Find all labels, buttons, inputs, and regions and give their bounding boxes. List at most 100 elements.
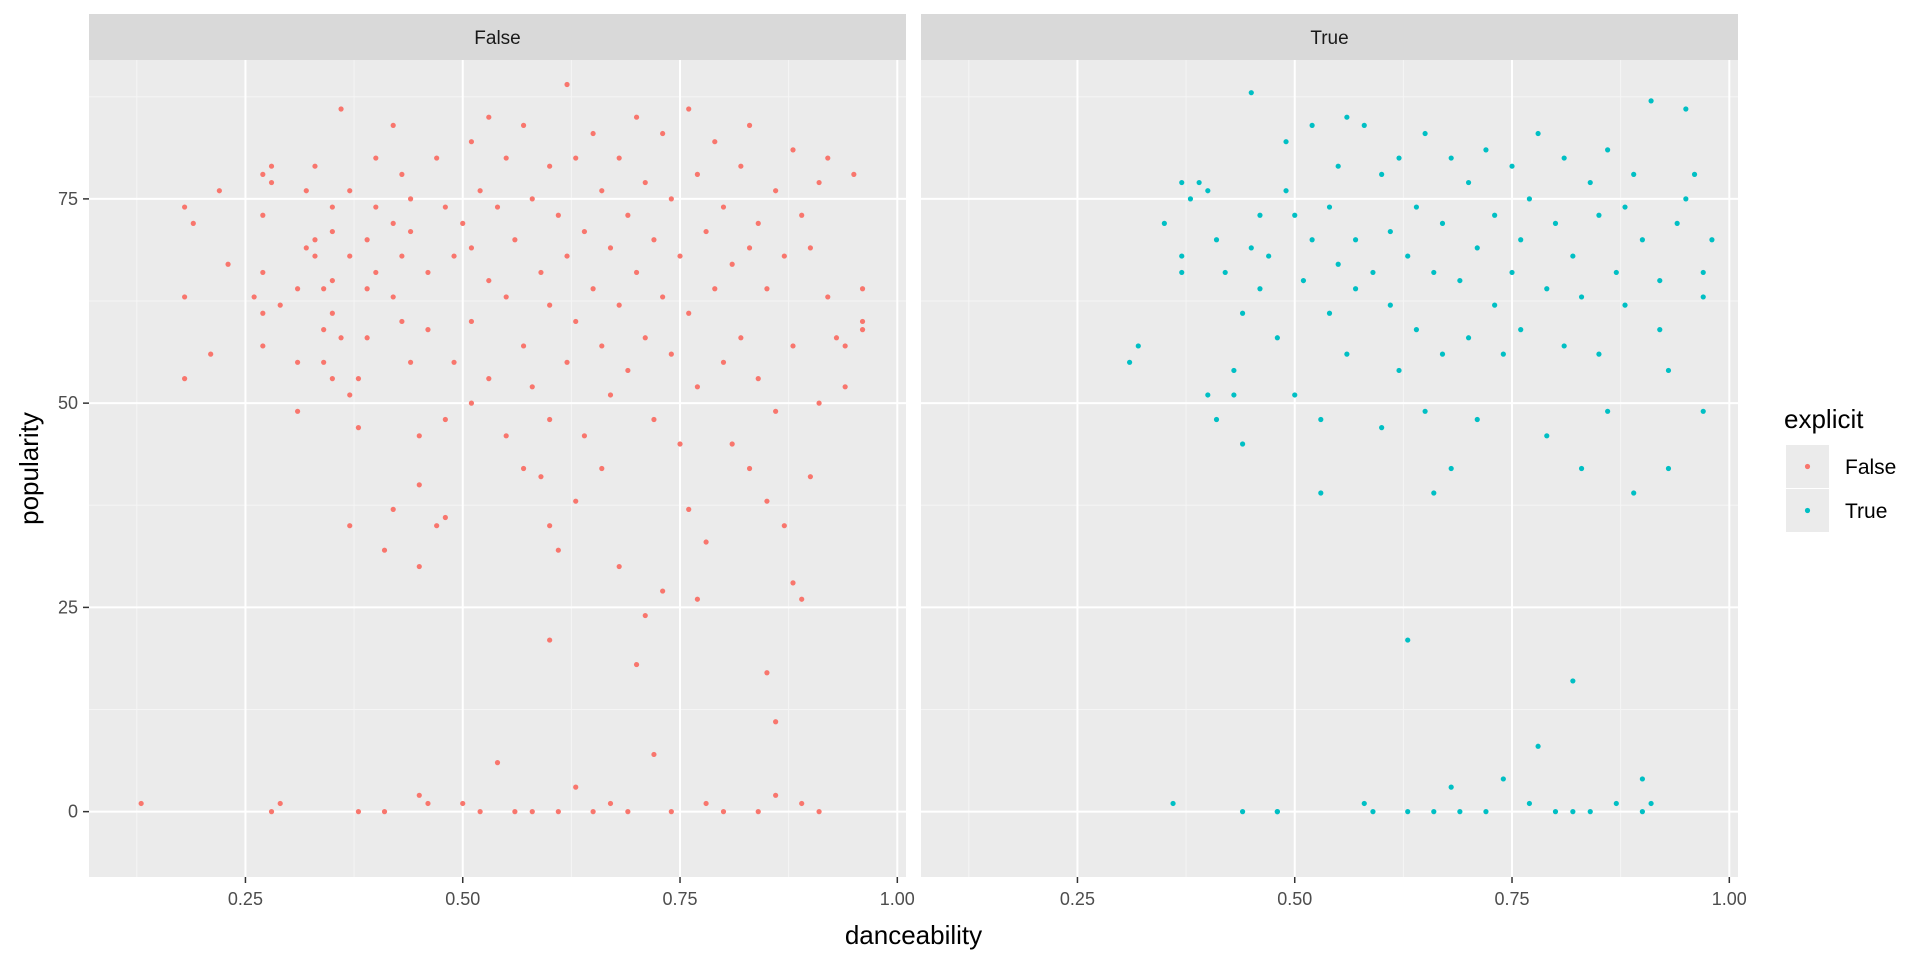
data-point-true <box>1439 351 1446 357</box>
data-point-false <box>764 286 770 292</box>
data-point-false <box>321 359 327 365</box>
data-point-false <box>294 408 301 414</box>
data-point-false <box>460 800 466 807</box>
y-tick-label: 50 <box>58 393 78 413</box>
data-point-true <box>1500 776 1506 782</box>
data-point-false <box>520 122 527 128</box>
data-point-true <box>1570 809 1576 815</box>
data-point-true <box>1552 220 1559 226</box>
data-point-false <box>694 171 701 177</box>
data-point-false <box>859 327 866 333</box>
data-point-true <box>1248 245 1254 251</box>
data-point-true <box>1309 122 1315 128</box>
data-point-false <box>677 253 683 259</box>
data-point-false <box>355 809 362 815</box>
data-point-true <box>1318 490 1324 496</box>
data-point-true <box>1405 809 1411 815</box>
data-point-false <box>816 809 822 815</box>
data-point-false <box>816 179 822 186</box>
legend-point-true <box>1804 507 1811 514</box>
data-point-false <box>686 310 692 316</box>
data-point-true <box>1309 237 1315 243</box>
data-point-false <box>260 343 266 349</box>
data-point-false <box>625 212 631 218</box>
data-point-false <box>547 523 553 529</box>
data-point-false <box>329 204 335 210</box>
data-point-false <box>660 294 666 300</box>
data-point-false <box>486 277 492 284</box>
data-point-false <box>321 286 327 292</box>
data-point-false <box>642 179 648 186</box>
data-point-true <box>1535 743 1541 749</box>
data-point-true <box>1639 809 1645 815</box>
data-point-true <box>1231 367 1237 374</box>
data-point-false <box>355 425 362 431</box>
data-point-true <box>1213 416 1220 423</box>
data-point-false <box>720 204 727 210</box>
data-point-false <box>616 563 622 570</box>
data-point-false <box>390 506 396 512</box>
data-point-false <box>512 809 518 815</box>
data-point-true <box>1352 237 1359 243</box>
data-point-false <box>399 171 405 177</box>
data-point-false <box>642 335 648 341</box>
data-point-true <box>1561 343 1567 349</box>
data-point-false <box>486 114 492 120</box>
data-point-true <box>1570 253 1576 259</box>
data-point-true <box>1683 106 1689 112</box>
data-point-true <box>1509 269 1515 276</box>
data-point-false <box>607 800 614 807</box>
data-point-false <box>581 433 588 439</box>
data-point-false <box>390 220 396 226</box>
data-point-true <box>1570 678 1576 684</box>
data-point-false <box>825 294 831 300</box>
y-tick-label: 75 <box>58 189 78 209</box>
data-point-false <box>668 196 674 202</box>
data-point-false <box>651 416 657 423</box>
data-point-false <box>451 359 457 365</box>
data-point-true <box>1596 212 1602 218</box>
data-point-true <box>1439 220 1446 226</box>
data-point-true <box>1587 809 1593 815</box>
data-point-true <box>1691 171 1698 177</box>
x-axis-title: danceability <box>845 920 982 950</box>
data-point-false <box>251 294 257 300</box>
data-point-false <box>781 253 787 259</box>
data-point-false <box>625 809 631 815</box>
data-point-true <box>1613 269 1619 276</box>
data-point-true <box>1135 343 1141 349</box>
data-point-true <box>1552 809 1559 815</box>
data-point-true <box>1457 277 1463 284</box>
data-point-false <box>642 612 648 619</box>
data-point-true <box>1187 196 1194 202</box>
data-point-false <box>842 384 848 390</box>
data-point-true <box>1361 800 1367 807</box>
data-point-true <box>1300 277 1307 284</box>
data-point-false <box>738 163 744 169</box>
data-point-false <box>277 302 283 308</box>
data-point-false <box>381 809 388 815</box>
data-point-true <box>1248 90 1254 96</box>
data-point-false <box>616 302 622 308</box>
data-point-true <box>1648 98 1654 104</box>
data-point-false <box>277 800 283 807</box>
facet-label-true: True <box>1310 28 1348 49</box>
data-point-true <box>1283 139 1289 145</box>
data-point-false <box>781 523 787 529</box>
data-point-false <box>590 130 596 137</box>
data-point-true <box>1639 237 1645 243</box>
data-point-false <box>338 335 344 341</box>
data-point-true <box>1344 114 1350 120</box>
data-point-false <box>607 245 614 251</box>
data-point-true <box>1370 809 1376 815</box>
data-point-true <box>1665 465 1672 472</box>
data-point-true <box>1587 179 1593 186</box>
data-point-true <box>1266 253 1272 259</box>
data-point-false <box>694 596 701 602</box>
data-point-false <box>347 392 353 398</box>
data-point-true <box>1544 286 1550 292</box>
data-point-true <box>1396 155 1402 161</box>
data-point-true <box>1431 809 1437 815</box>
data-point-true <box>1657 277 1663 284</box>
data-point-false <box>590 809 596 815</box>
